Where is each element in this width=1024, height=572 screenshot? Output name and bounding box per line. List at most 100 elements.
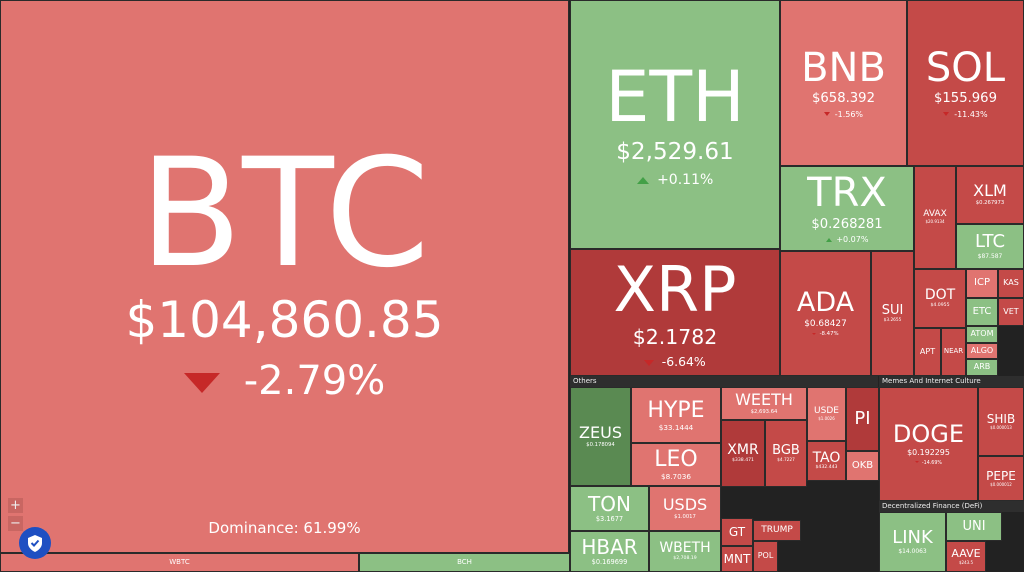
tile[interactable]: XLM $0.267973 xyxy=(956,166,1024,224)
tile-symbol: TON xyxy=(588,491,631,516)
tile[interactable]: UNI xyxy=(946,512,1002,541)
tile-change: +0.07% xyxy=(836,235,869,245)
tile-change-row: +0.07% xyxy=(825,235,869,245)
tile-price: $87.587 xyxy=(977,252,1003,260)
tile-symbol: OKB xyxy=(851,459,874,471)
tile[interactable]: LINK $14.0063 xyxy=(879,512,946,572)
tile-price: $2,693.64 xyxy=(750,408,778,415)
tile[interactable]: ZEUS $0.178094 xyxy=(570,387,631,486)
tile[interactable]: NEAR xyxy=(941,328,966,376)
tile[interactable]: XRP $2.1782 -6.64% xyxy=(570,249,780,376)
tile[interactable]: AVAX $20.9134 xyxy=(914,166,956,269)
tile-symbol: WBETH xyxy=(659,540,711,557)
change-arrow xyxy=(943,112,950,117)
tile-symbol: PEPE xyxy=(986,468,1016,483)
tile[interactable]: SOL $155.969 -11.43% xyxy=(907,0,1024,166)
tile[interactable]: TON $3.1677 xyxy=(570,486,649,531)
tile[interactable]: MNT xyxy=(721,546,753,572)
tile-price: $20.9134 xyxy=(925,219,945,225)
tile[interactable]: SHIB $0.000013 xyxy=(978,387,1024,456)
tile[interactable]: VET xyxy=(998,298,1024,326)
tile-symbol: KAS xyxy=(1003,278,1019,288)
tile[interactable]: ICP xyxy=(966,269,998,298)
tile-symbol: BTC xyxy=(139,127,430,301)
tile[interactable]: APT xyxy=(914,328,941,376)
tile-symbol: USDS xyxy=(662,494,708,514)
tile-price: $432.443 xyxy=(815,465,838,471)
tile[interactable]: LTC $87.587 xyxy=(956,224,1024,269)
tile[interactable]: ARB xyxy=(966,359,998,376)
tile-symbol: USDE xyxy=(814,405,839,416)
tile[interactable]: HYPE $33.1444 xyxy=(631,387,721,443)
tile-price: $0.000012 xyxy=(990,482,1012,488)
tile[interactable]: TRX $0.268281 +0.07% xyxy=(780,166,914,251)
tile[interactable]: BGB $4.7227 xyxy=(765,420,807,487)
tile-symbol: ETH xyxy=(605,56,745,139)
tile[interactable]: AAVE $243.5 xyxy=(946,541,986,572)
tile-symbol: LINK xyxy=(892,526,933,548)
tile-symbol: LEO xyxy=(654,447,698,473)
tile-symbol: ATOM xyxy=(970,329,994,339)
tile[interactable]: BCH xyxy=(359,553,570,572)
tile-price: $658.392 xyxy=(812,91,875,107)
tile-symbol: TAO xyxy=(812,449,841,466)
tile[interactable]: WEETH $2,693.64 xyxy=(721,387,807,420)
tile[interactable]: LEO $8.7036 xyxy=(631,443,721,486)
tile[interactable]: ETC xyxy=(966,298,998,326)
tile[interactable]: HBAR $0.169699 xyxy=(570,531,649,572)
tile[interactable]: ALGO xyxy=(966,343,998,359)
tile-price: $104,860.85 xyxy=(125,290,444,349)
tile-symbol: WBTC xyxy=(169,557,190,566)
change-arrow xyxy=(644,359,655,366)
tile[interactable]: TRUMP xyxy=(753,520,801,541)
tile[interactable]: PI xyxy=(846,387,879,451)
tile-symbol: AVAX xyxy=(923,209,947,220)
tile[interactable]: ADA $0.68427 -8.47% xyxy=(780,251,871,376)
tile[interactable]: TAO $432.443 xyxy=(807,441,846,481)
tile[interactable]: DOT $4.0955 xyxy=(914,269,966,328)
change-arrow xyxy=(812,332,817,335)
zoom-out[interactable]: − xyxy=(8,516,23,531)
tile[interactable]: XMR $338.471 xyxy=(721,420,765,487)
tile[interactable]: OKB xyxy=(846,451,879,481)
shield-button[interactable] xyxy=(19,527,51,559)
tile[interactable]: USDS $1.0017 xyxy=(649,486,721,531)
tile-price: $0.68427 xyxy=(804,318,847,329)
tile[interactable]: USDE $1.0026 xyxy=(807,387,846,441)
change-arrow xyxy=(823,112,830,117)
tile-symbol: GT xyxy=(728,524,746,539)
tile[interactable]: SUI $3.2655 xyxy=(871,251,914,376)
zoom-in[interactable]: + xyxy=(8,498,23,513)
tile-symbol: UNI xyxy=(962,518,986,534)
shield-icon xyxy=(28,535,42,552)
tile-price: $8.7036 xyxy=(661,472,691,482)
tile-symbol: MNT xyxy=(723,551,751,566)
tile[interactable]: POL xyxy=(753,541,778,572)
tile-change-row: -11.43% xyxy=(943,110,988,119)
tile-price: $4.7227 xyxy=(777,457,795,463)
tile-symbol: WEETH xyxy=(735,389,793,409)
tile[interactable]: PEPE $0.000012 xyxy=(978,456,1024,501)
tile[interactable]: BTC $104,860.85 -2.79% xyxy=(0,0,569,553)
tile[interactable]: ATOM xyxy=(966,326,998,343)
tile[interactable]: DOGE $0.192295 -14.69% xyxy=(879,387,978,501)
change-arrow xyxy=(825,237,832,242)
tile[interactable]: WBETH $2,708.19 xyxy=(649,531,721,572)
tile-change: -1.56% xyxy=(834,109,864,119)
tile-symbol: SUI xyxy=(881,302,904,318)
tile-symbol: AAVE xyxy=(951,547,981,561)
section-label: Others xyxy=(570,376,878,387)
tile-symbol: ETC xyxy=(972,305,992,317)
tile-symbol: ADA xyxy=(796,287,855,319)
tile[interactable]: WBTC xyxy=(0,553,359,572)
tile-change: -2.79% xyxy=(243,358,386,404)
tile-symbol: ICP xyxy=(974,277,990,289)
tile[interactable]: BNB $658.392 -1.56% xyxy=(780,0,907,166)
tile-price: $3.2655 xyxy=(883,317,902,323)
section-label: Decentralized Finance (DeFi) xyxy=(879,501,1024,512)
tile-change-row: -6.64% xyxy=(644,355,706,368)
tile[interactable]: KAS xyxy=(998,269,1024,298)
tile-change-row: -14.69% xyxy=(915,461,942,466)
tile[interactable]: ETH $2,529.61 +0.11% xyxy=(570,0,780,249)
tile[interactable]: GT xyxy=(721,518,753,546)
